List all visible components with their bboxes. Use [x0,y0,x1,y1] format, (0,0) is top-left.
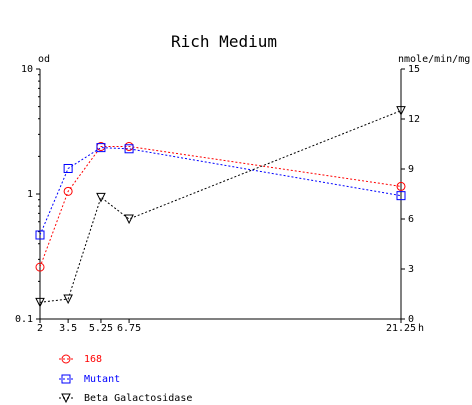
legend-square-marker-icon [61,374,71,384]
chart-title: Rich Medium [171,32,277,51]
data-point-circle [63,186,73,196]
x-tick-label: 21.25 [386,323,416,334]
left-tick-label: 0.1 [15,314,33,325]
legend-item-beta-galactosidase: Beta Galactosidase [59,393,192,404]
x-tick-label: 5.25 [89,323,113,334]
data-point-circle [35,262,45,272]
right-axis-label: nmole/min/mg [398,54,470,65]
series-line-1 [39,147,402,236]
series-line-0 [39,145,402,268]
right-tick-label: 3 [408,264,414,275]
right-tick-label: 0 [408,314,414,325]
x-tick-label: 2 [37,323,43,334]
right-tick-label: 9 [408,164,414,175]
data-point-circle [396,181,406,191]
axis-ticks: 2 3.5 5.25 6.75 21.25 0.1 1 10 0 3 6 9 12 15 [15,64,420,334]
data-point-triangle [124,214,134,225]
x-axis-unit: h [418,323,424,334]
legend-label-beta-galactosidase: Beta Galactosidase [84,393,192,404]
series-lines [39,110,402,303]
data-point-triangle [63,294,73,305]
legend-label-mutant: Mutant [84,374,120,385]
data-point-triangle [35,297,45,308]
right-tick-label: 12 [408,114,420,125]
right-tick-label: 6 [408,214,414,225]
left-tick-label: 10 [21,64,33,75]
series-line-2 [39,110,402,303]
data-point-triangle [96,192,106,203]
data-point-square [96,143,106,153]
data-point-triangle [396,106,406,116]
legend-triangle-marker-icon [61,393,71,404]
legend-item-168: 168 [59,354,102,365]
legend-item-mutant: Mutant [59,374,120,385]
left-tick-label: 1 [27,189,33,200]
series-markers [35,106,406,308]
right-tick-label: 15 [408,64,420,75]
legend-circle-marker-icon [61,354,71,364]
x-tick-label: 6.75 [117,323,141,334]
data-point-square [35,230,45,240]
legend: 168 Mutant Beta Galactosidase [59,354,192,404]
left-axis-label: od [38,54,50,65]
legend-label-168: 168 [84,354,102,365]
data-point-square [63,163,73,173]
x-tick-label: 3.5 [59,323,77,334]
data-point-square [396,191,406,201]
data-point-square [124,144,134,154]
